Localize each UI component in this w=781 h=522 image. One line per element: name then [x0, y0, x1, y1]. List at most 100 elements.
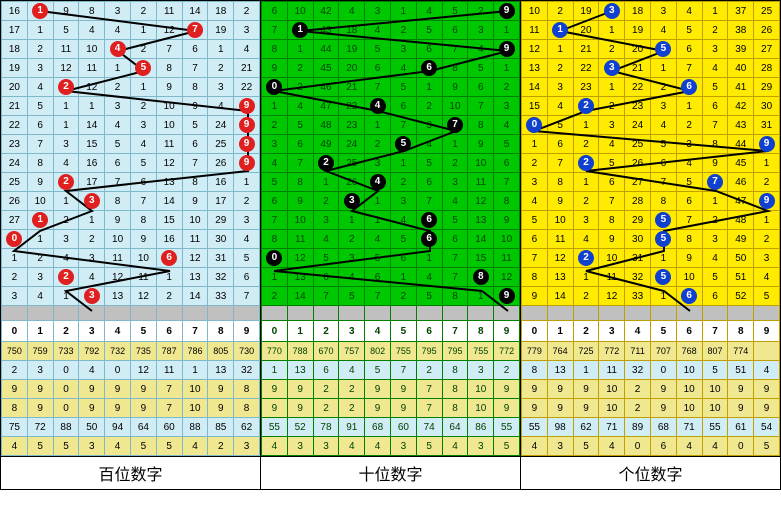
summary-cell: 9: [573, 380, 599, 399]
spacer: [53, 306, 79, 321]
spacer: [130, 306, 156, 321]
cell: 5: [105, 135, 131, 154]
cell: 8: [468, 116, 494, 135]
summary-cell: 750: [2, 342, 28, 361]
cell: 5: [234, 249, 260, 268]
cell: 11: [182, 230, 208, 249]
cell: 2: [676, 116, 702, 135]
col-header: 1: [547, 321, 573, 342]
cell: 13: [182, 268, 208, 287]
cell: 18: [625, 2, 651, 21]
cell: 4: [27, 287, 53, 306]
cell: 3: [416, 116, 442, 135]
cell: 19: [2, 59, 28, 78]
summary-cell: 9: [287, 399, 313, 418]
cell: 15: [79, 135, 105, 154]
cell: 1: [27, 2, 53, 21]
cell: 25: [339, 154, 365, 173]
cell: 23: [573, 78, 599, 97]
summary-cell: 8: [234, 380, 260, 399]
summary-cell: 98: [547, 418, 573, 437]
cell: 2: [262, 287, 288, 306]
spacer: [728, 306, 754, 321]
cell: 40: [728, 59, 754, 78]
cell: 2: [339, 230, 365, 249]
cell: 41: [728, 78, 754, 97]
cell: 4: [339, 268, 365, 287]
summary-cell: 5: [156, 437, 182, 456]
summary-cell: 9: [547, 399, 573, 418]
cell: 2: [754, 173, 780, 192]
summary-cell: 10: [676, 380, 702, 399]
cell: 9: [522, 287, 548, 306]
cell: 18: [2, 40, 28, 59]
cell: 11: [105, 249, 131, 268]
cell: 2: [468, 2, 494, 21]
cell: 3: [390, 40, 416, 59]
summary-cell: 6: [650, 437, 676, 456]
cell: 12: [182, 249, 208, 268]
cell: 29: [208, 211, 234, 230]
cell: 26: [2, 192, 28, 211]
cell: 1: [53, 287, 79, 306]
summary-cell: 52: [287, 418, 313, 437]
cell: 24: [208, 116, 234, 135]
summary-cell: 5: [27, 437, 53, 456]
summary-cell: 88: [182, 418, 208, 437]
cell: 20: [2, 78, 28, 97]
summary-cell: 9: [208, 399, 234, 418]
cell: 6: [287, 135, 313, 154]
cell: 4: [287, 97, 313, 116]
cell: 1: [365, 116, 391, 135]
panel-label: 百位数字: [1, 457, 261, 489]
cell: 4: [390, 211, 416, 230]
summary-cell: 9: [650, 399, 676, 418]
cell: 11: [494, 249, 520, 268]
cell: 20: [339, 59, 365, 78]
ball: 6: [421, 231, 437, 247]
summary-cell: 9: [754, 399, 780, 418]
cell: 1: [130, 21, 156, 40]
cell: 1: [2, 249, 28, 268]
cell: 32: [625, 268, 651, 287]
cell: 6: [702, 287, 728, 306]
cell: 6: [313, 268, 339, 287]
cell: 6: [416, 40, 442, 59]
summary-cell: 9: [494, 399, 520, 418]
summary-cell: 2: [339, 399, 365, 418]
cell: 29: [625, 211, 651, 230]
panels-row: 1619832111418217154411271931821110427614…: [1, 1, 780, 456]
cell: 3: [234, 211, 260, 230]
spacer: [234, 306, 260, 321]
cell: 19: [625, 21, 651, 40]
summary-cell: 10: [702, 380, 728, 399]
cell: 5: [522, 211, 548, 230]
summary-cell: 772: [494, 342, 520, 361]
cell: 6: [468, 78, 494, 97]
cell: 4: [234, 40, 260, 59]
cell: 5: [702, 78, 728, 97]
cell: 2: [365, 135, 391, 154]
cell: 4: [365, 230, 391, 249]
summary-cell: 9: [287, 380, 313, 399]
cell: 12: [105, 268, 131, 287]
summary-cell: 68: [650, 418, 676, 437]
summary-cell: 807: [702, 342, 728, 361]
cell: 2: [390, 287, 416, 306]
cell: 2: [53, 268, 79, 287]
cell: 13: [156, 173, 182, 192]
summary-cell: 9: [650, 380, 676, 399]
col-header: 3: [339, 321, 365, 342]
col-header: 4: [105, 321, 131, 342]
summary-cell: 55: [522, 418, 548, 437]
cell: 21: [234, 59, 260, 78]
summary-cell: 772: [599, 342, 625, 361]
summary-cell: 55: [702, 418, 728, 437]
cell: 1: [262, 268, 288, 287]
cell: 10: [27, 192, 53, 211]
col-header: 6: [676, 321, 702, 342]
cell: 5: [130, 59, 156, 78]
summary-cell: 755: [390, 342, 416, 361]
cell: 4: [522, 192, 548, 211]
cell: 7: [442, 268, 468, 287]
